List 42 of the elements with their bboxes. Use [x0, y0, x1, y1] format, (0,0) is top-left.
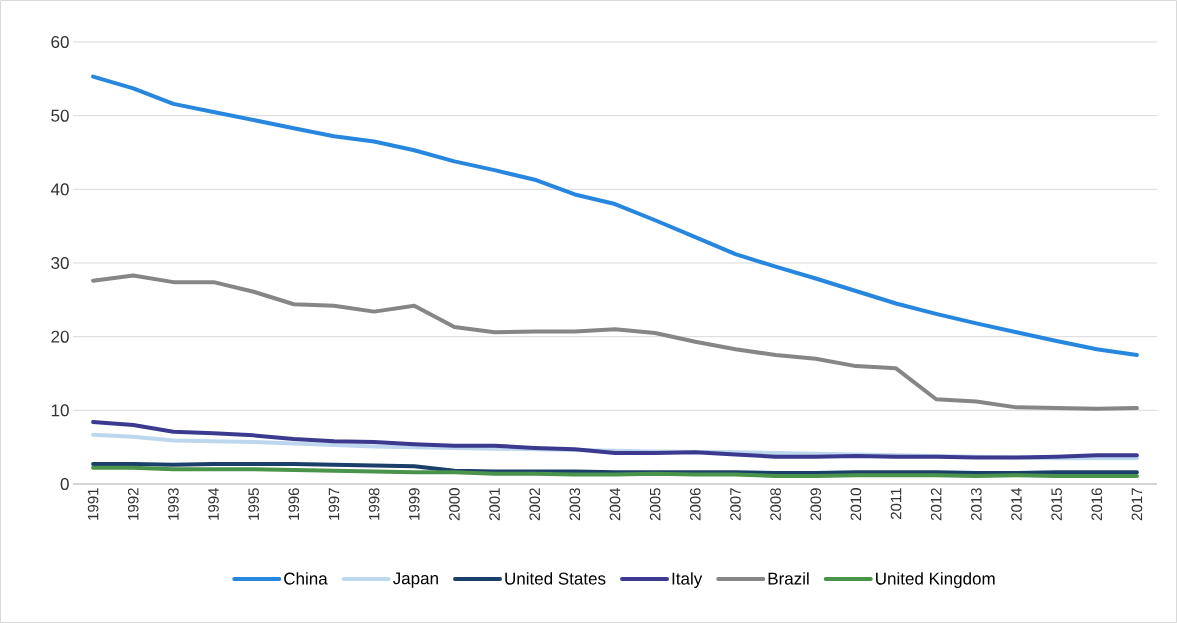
y-tick-label: 30: [51, 256, 69, 270]
legend-label: China: [284, 572, 328, 585]
x-tick-label: 2017: [1131, 488, 1143, 521]
line-series: [91, 420, 1139, 460]
y-tick-label: 0: [60, 477, 69, 491]
x-tick-label: 1991: [87, 488, 99, 520]
x-tick-label: 1992: [127, 488, 139, 520]
y-tick-label: 10: [51, 404, 69, 417]
x-tick-label: 2005: [649, 488, 661, 521]
x-tick-label: 2016: [1091, 488, 1103, 521]
x-tick-label: 1995: [248, 488, 259, 520]
line-series: [91, 273, 1139, 411]
legend-label: Brazil: [768, 572, 809, 585]
x-tick-label: 2004: [609, 487, 621, 521]
x-tick-label: 2007: [730, 488, 741, 521]
x-tick-label: 2006: [689, 488, 701, 521]
x-tick-label: 2008: [770, 488, 781, 521]
x-tick-label: 2015: [1051, 488, 1062, 521]
x-tick-label: 2013: [971, 488, 982, 521]
x-tick-label: 2014: [1011, 487, 1022, 521]
x-tick-label: 2003: [569, 488, 581, 521]
y-tick-label: 60: [51, 35, 69, 49]
x-tick-label: 1993: [168, 488, 179, 520]
x-tick-label: 1998: [368, 488, 380, 520]
x-tick-label: 2009: [810, 488, 822, 521]
legend-label: United States: [505, 572, 606, 585]
x-tick-label: 2012: [930, 488, 942, 521]
x-tick-label: 2000: [449, 488, 460, 521]
y-tick-label: 20: [51, 330, 69, 343]
x-tick-label: 2011: [890, 488, 902, 520]
x-tick-label: 2010: [850, 488, 862, 521]
x-tick-label: 1996: [288, 488, 300, 520]
x-tick-label: 1999: [408, 488, 420, 520]
legend-label: Italy: [672, 572, 703, 589]
legend-label: Japan: [392, 572, 438, 588]
x-tick-label: 2002: [529, 488, 541, 521]
y-tick-label: 40: [50, 183, 69, 196]
x-tick-label: 1994: [208, 487, 219, 520]
x-tick-label: 2001: [489, 488, 500, 521]
legend-label: United Kingdom: [876, 572, 995, 589]
x-tick-label: 1997: [328, 488, 340, 520]
y-tick-label: 50: [51, 109, 69, 122]
